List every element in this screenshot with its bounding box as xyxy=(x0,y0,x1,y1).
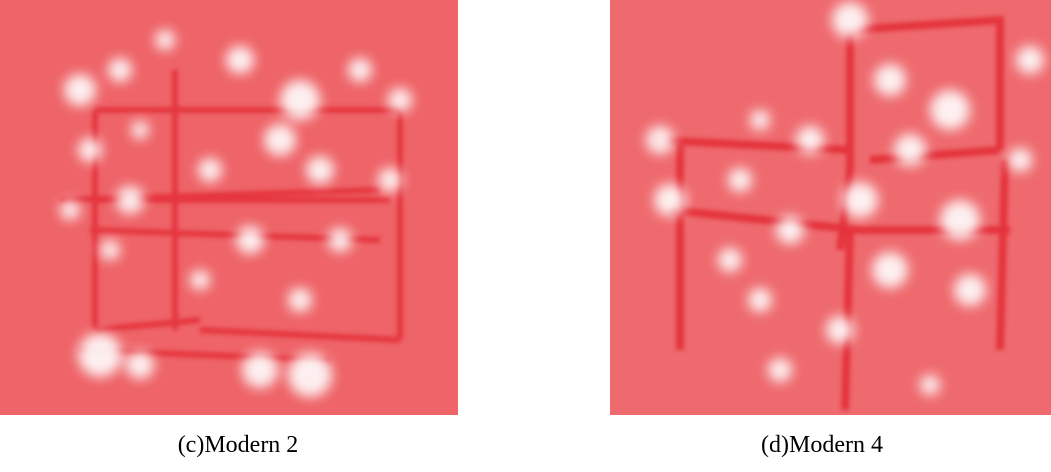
caption: (d)Modern 4 xyxy=(672,432,972,459)
heatmap-left xyxy=(0,0,458,415)
caption: (c)Modern 2 xyxy=(88,432,388,459)
page: (c)Modern 2 (d)Modern 4 (() => { const d… xyxy=(0,0,1051,472)
heatmap-right xyxy=(610,0,1051,415)
